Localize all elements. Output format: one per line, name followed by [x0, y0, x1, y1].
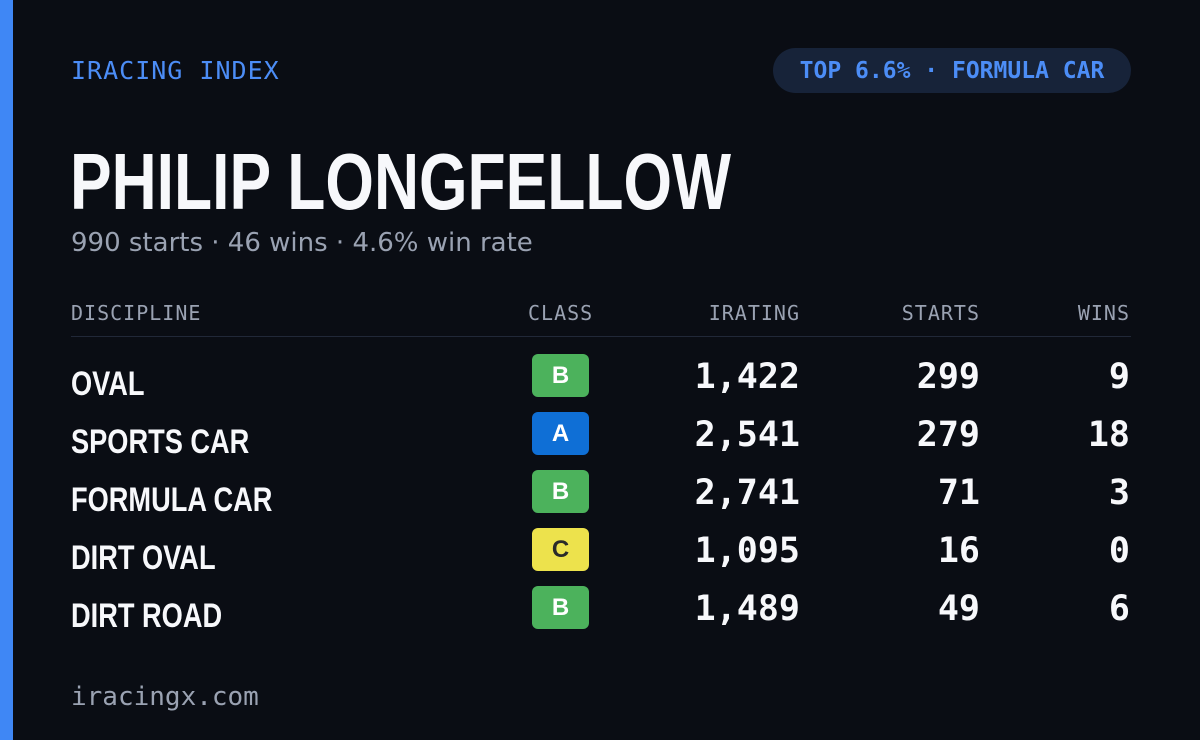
discipline-name: DIRT ROAD	[71, 597, 223, 635]
starts-value: 279	[916, 415, 980, 455]
table-row: FORMULA CAR B 2,741 71 3	[0, 470, 1200, 528]
player-name: PHILIP LONGFELLOW	[70, 137, 731, 226]
starts-value: 49	[937, 589, 980, 629]
header-irating: IRATING	[708, 301, 800, 325]
rank-badge: TOP 6.6% · FORMULA CAR	[773, 48, 1131, 93]
footer-site: iracingx.com	[71, 682, 259, 712]
class-badge: B	[532, 354, 589, 397]
class-badge: A	[532, 412, 589, 455]
irating-value: 1,489	[694, 589, 800, 629]
irating-value: 2,541	[694, 415, 800, 455]
discipline-name: FORMULA CAR	[71, 481, 273, 519]
table-row: SPORTS CAR A 2,541 279 18	[0, 412, 1200, 470]
accent-bar	[0, 0, 13, 740]
discipline-name: SPORTS CAR	[71, 423, 250, 461]
starts-value: 71	[937, 473, 980, 513]
table-row: DIRT ROAD B 1,489 49 6	[0, 586, 1200, 644]
irating-value: 1,095	[694, 531, 800, 571]
wins-value: 18	[1087, 415, 1130, 455]
starts-value: 16	[937, 531, 980, 571]
irating-value: 1,422	[694, 357, 800, 397]
class-badge: B	[532, 586, 589, 629]
discipline-name: OVAL	[71, 365, 145, 403]
wins-value: 3	[1108, 473, 1130, 513]
table-divider	[71, 336, 1131, 337]
wins-value: 0	[1108, 531, 1130, 571]
table-row: DIRT OVAL C 1,095 16 0	[0, 528, 1200, 586]
player-summary: 990 starts · 46 wins · 4.6% win rate	[71, 228, 533, 258]
class-badge: C	[532, 528, 589, 571]
class-badge: B	[532, 470, 589, 513]
header-starts: STARTS	[901, 301, 980, 325]
irating-value: 2,741	[694, 473, 800, 513]
brand-title: IRACING INDEX	[71, 56, 280, 85]
header-discipline: DISCIPLINE	[71, 301, 202, 325]
header-class: CLASS	[528, 301, 594, 325]
header-wins: WINS	[1077, 301, 1130, 325]
discipline-name: DIRT OVAL	[71, 539, 216, 577]
wins-value: 6	[1108, 589, 1130, 629]
table-row: OVAL B 1,422 299 9	[0, 354, 1200, 412]
starts-value: 299	[916, 357, 980, 397]
wins-value: 9	[1108, 357, 1130, 397]
